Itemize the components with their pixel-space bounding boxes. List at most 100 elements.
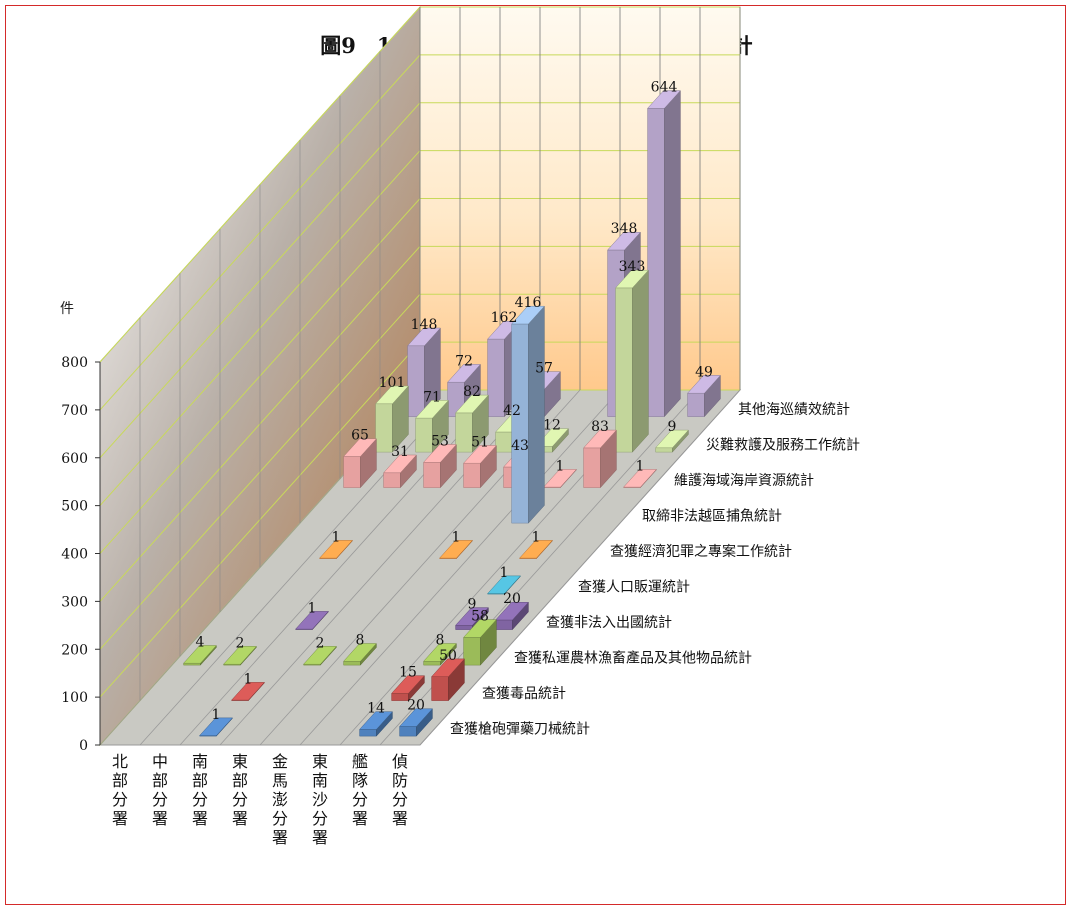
data-label: 1: [212, 707, 221, 723]
bar-front: [455, 625, 473, 630]
y-tick-label: 0: [79, 738, 88, 754]
category-label: 艦隊分署: [351, 752, 368, 828]
data-label: 72: [455, 353, 473, 369]
data-label: 148: [411, 317, 438, 333]
bar: [431, 658, 465, 702]
y-tick-label: 600: [61, 451, 88, 467]
bar: [455, 394, 489, 453]
bar-top: [655, 429, 689, 449]
bar-front: [343, 456, 361, 488]
data-label: 20: [407, 698, 425, 714]
bar: [687, 374, 721, 418]
bar: [495, 601, 529, 631]
y-tick-label: 500: [61, 499, 88, 515]
data-label: 1: [308, 600, 317, 616]
bar: [359, 711, 393, 737]
y-tick-label: 400: [61, 547, 88, 563]
bar-front: [495, 431, 513, 453]
bar-front: [511, 323, 529, 524]
bar-top: [303, 646, 337, 665]
bar: [303, 645, 337, 666]
bar-top: [423, 643, 457, 662]
bar-front: [375, 403, 393, 453]
bar-front: [583, 447, 601, 488]
data-label: 162: [491, 310, 518, 326]
series-label: 查獲人口販運統計: [578, 579, 690, 595]
bar: [231, 681, 265, 702]
bar-front: [463, 462, 481, 488]
bar-top: [511, 305, 545, 325]
data-label: 71: [423, 389, 441, 405]
bar: [399, 708, 433, 737]
bar-side: [528, 305, 545, 524]
y-tick-label: 300: [61, 594, 88, 610]
bar-front: [455, 412, 473, 453]
bar-top: [519, 540, 553, 559]
bar-top: [487, 575, 521, 594]
series-label: 取締非法越區捕魚統計: [642, 507, 782, 524]
bar: [295, 610, 329, 631]
floor-divider: [139, 389, 461, 746]
series-label: 查獲毒品統計: [482, 686, 566, 702]
floor-divider: [419, 389, 741, 746]
bar-front: [431, 676, 449, 701]
bar-front: [383, 472, 401, 488]
bar-front: [463, 637, 481, 666]
bar-front: [615, 287, 633, 453]
data-label: 1: [244, 671, 253, 687]
data-label: 53: [431, 433, 449, 449]
bar: [343, 438, 377, 489]
bar-front: [415, 417, 433, 453]
data-label: 101: [379, 375, 406, 391]
bar: [615, 269, 649, 453]
data-label: 57: [535, 360, 553, 376]
data-label: 49: [695, 364, 713, 380]
series-label: 查獲私運農林漁畜產品及其他物品統計: [514, 649, 752, 666]
bar: [223, 645, 257, 666]
data-label: 43: [511, 438, 529, 454]
category-label: 金馬澎分署: [271, 752, 288, 847]
bar-front: [487, 338, 505, 417]
data-label: 348: [611, 221, 638, 237]
series-label: 災難救護及服務工作統計: [706, 437, 860, 453]
bar-top: [583, 429, 617, 449]
data-label: 31: [391, 444, 409, 460]
bar: [647, 89, 681, 418]
bar-side: [632, 269, 649, 453]
bar-top: [647, 90, 681, 109]
data-label: 9: [468, 596, 477, 612]
bar-top: [423, 444, 457, 463]
y-axis-unit-label: 件: [60, 301, 74, 317]
data-label: 82: [463, 384, 481, 400]
bar-front: [655, 447, 673, 453]
bar: [583, 429, 617, 489]
bar: [407, 327, 441, 418]
bar-top: [319, 540, 353, 559]
category-label: 東南沙分署: [311, 752, 328, 847]
category-label: 中部分署: [151, 752, 168, 828]
bar-top: [615, 269, 649, 289]
data-label: 8: [356, 632, 365, 648]
bar: [391, 675, 425, 702]
bar: [423, 443, 457, 489]
bar-top: [295, 611, 329, 630]
data-label: 20: [503, 591, 521, 607]
data-label: 42: [503, 403, 521, 419]
data-label: 8: [436, 632, 445, 648]
bar: [487, 575, 521, 595]
bar-top: [199, 717, 233, 736]
data-label: 1: [556, 458, 565, 474]
category-label: 南部分署: [191, 752, 208, 828]
data-label: 58: [471, 608, 489, 624]
bar-front: [423, 661, 441, 666]
bar: [319, 539, 353, 560]
data-label: 51: [471, 434, 489, 450]
series-label: 其他海巡績效統計: [738, 402, 850, 418]
data-label: 50: [439, 648, 457, 664]
bar: [463, 444, 497, 489]
bar-top: [415, 400, 449, 419]
category-label: 東部分署: [231, 752, 248, 828]
bar-front: [495, 619, 513, 630]
bar-top: [343, 643, 377, 662]
